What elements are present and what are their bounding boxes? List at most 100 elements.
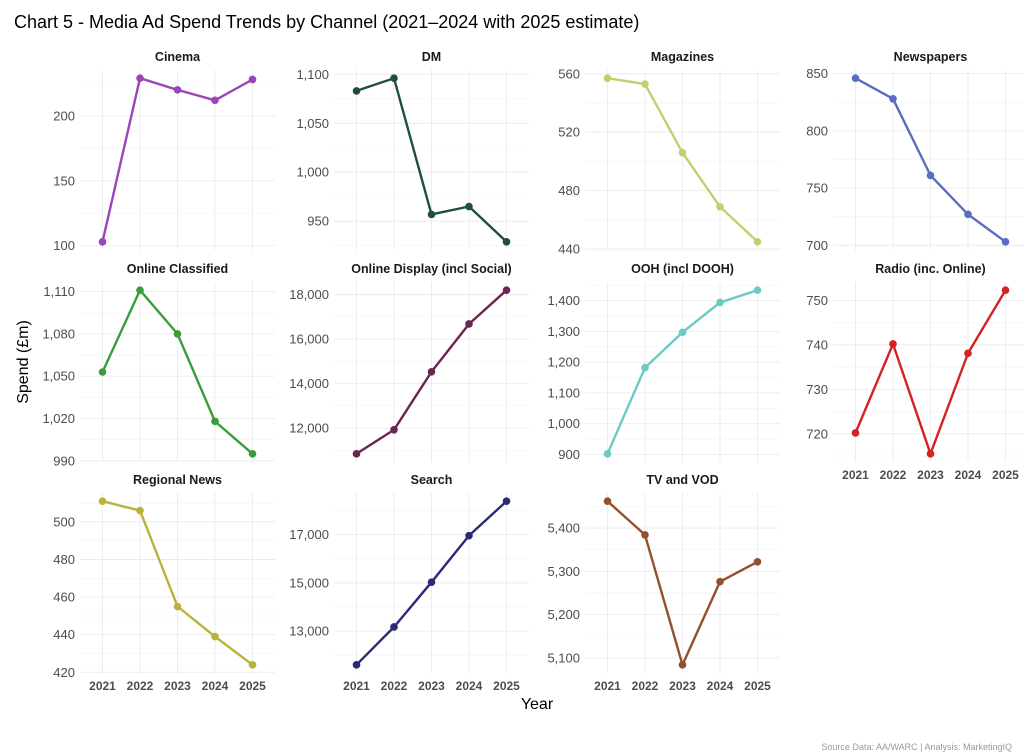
data-point <box>173 330 182 338</box>
data-point <box>753 238 762 246</box>
data-point <box>390 623 398 631</box>
facet-panel: 990 1,020 1,050 1,080 1,110 Online Classified <box>42 262 275 468</box>
y-tick-label: 1,050 <box>296 116 329 131</box>
data-point <box>173 86 182 94</box>
data-point <box>136 506 144 515</box>
y-tick-label: 560 <box>558 66 580 81</box>
data-point <box>211 417 219 426</box>
x-tick-label: 2022 <box>880 468 907 482</box>
data-point <box>98 368 107 376</box>
y-tick-label: 480 <box>558 183 580 198</box>
data-point <box>678 148 687 157</box>
x-tick-label: 2024 <box>202 679 229 693</box>
y-tick-label: 5,200 <box>547 607 580 622</box>
facet-title: Regional News <box>133 473 222 487</box>
caption: Source Data: AA/WARC | Analysis: Marketi… <box>821 742 1012 752</box>
data-point <box>211 632 219 641</box>
data-point <box>98 238 107 246</box>
y-tick-label: 1,400 <box>547 293 580 308</box>
data-point <box>716 577 724 586</box>
data-point <box>716 298 724 307</box>
data-point <box>390 426 398 434</box>
x-axis-title: Year <box>521 696 554 713</box>
y-tick-label: 5,100 <box>547 650 580 665</box>
y-tick-label: 5,300 <box>547 564 580 579</box>
y-tick-label: 1,100 <box>296 67 329 82</box>
facet-panel: 12,000 14,000 16,000 18,000 Online Display (… <box>289 262 529 462</box>
x-tick-label: 2022 <box>381 679 408 693</box>
facet-title: Newspapers <box>894 50 968 64</box>
data-point <box>1001 238 1010 246</box>
data-point <box>248 450 257 458</box>
x-tick-label: 2022 <box>127 679 154 693</box>
facet-panel: 440 480 520 560 Magazines <box>558 50 780 257</box>
y-tick-label: 100 <box>53 238 75 253</box>
data-point <box>851 74 860 82</box>
y-axis-title: Spend (£m) <box>15 320 32 404</box>
data-point <box>678 328 687 337</box>
data-point <box>173 602 182 611</box>
x-tick-label: 2024 <box>456 679 483 693</box>
data-point <box>427 578 436 586</box>
y-tick-label: 440 <box>53 627 75 642</box>
facet-panel: 420 440 460 480 500 Regional News 2021 2022 2023… <box>53 473 275 693</box>
y-tick-label: 750 <box>806 181 828 196</box>
data-point <box>465 202 473 211</box>
data-point <box>427 210 436 219</box>
facet-title: DM <box>422 50 441 64</box>
data-point <box>248 75 257 84</box>
y-tick-label: 500 <box>53 514 75 529</box>
data-point <box>352 661 361 669</box>
x-tick-label: 2021 <box>594 679 621 693</box>
x-tick-label: 2025 <box>239 679 266 693</box>
y-tick-label: 1,050 <box>42 369 75 384</box>
y-tick-label: 5,400 <box>547 521 580 536</box>
x-tick-label: 2023 <box>669 679 696 693</box>
data-point <box>502 238 511 246</box>
data-point <box>98 497 107 505</box>
y-tick-label: 1,200 <box>547 355 580 370</box>
y-tick-label: 720 <box>806 426 828 441</box>
data-point <box>603 497 612 505</box>
y-tick-label: 200 <box>53 108 75 123</box>
y-tick-label: 150 <box>53 173 75 188</box>
x-tick-label: 2022 <box>632 679 659 693</box>
x-tick-label: 2025 <box>992 468 1019 482</box>
x-tick-label: 2023 <box>917 468 944 482</box>
data-point <box>716 202 724 211</box>
y-tick-label: 730 <box>806 382 828 397</box>
data-point <box>678 661 687 669</box>
facet-title: Magazines <box>651 50 714 64</box>
y-tick-label: 420 <box>53 665 75 680</box>
y-tick-label: 750 <box>806 293 828 308</box>
facet-title: Online Classified <box>127 262 228 276</box>
facet-title: Search <box>411 473 453 487</box>
y-tick-label: 12,000 <box>289 421 329 436</box>
y-tick-label: 1,020 <box>42 411 75 426</box>
y-tick-label: 990 <box>53 453 75 468</box>
facet-panel: 100 150 200 Cinema <box>53 50 275 253</box>
data-point <box>502 286 511 294</box>
data-point <box>502 497 511 505</box>
facet-panel: 700 750 800 850 Newspapers <box>806 50 1024 253</box>
y-tick-label: 17,000 <box>289 527 329 542</box>
x-tick-label: 2021 <box>89 679 116 693</box>
data-point <box>964 210 972 219</box>
data-point <box>136 286 144 294</box>
y-tick-label: 850 <box>806 66 828 81</box>
x-tick-label: 2023 <box>418 679 445 693</box>
y-tick-label: 440 <box>558 242 580 257</box>
facet-panel: 13,000 15,000 17,000 Search 2021 2022 2023 2024… <box>289 473 529 693</box>
data-point <box>352 450 361 458</box>
data-point <box>889 340 897 348</box>
x-tick-label: 2021 <box>343 679 370 693</box>
x-tick-label: 2025 <box>744 679 771 693</box>
x-tick-label: 2021 <box>842 468 869 482</box>
data-point <box>248 661 257 669</box>
data-point <box>926 171 935 180</box>
facet-panel: 950 1,000 1,050 1,100 DM <box>296 50 529 250</box>
data-point <box>641 363 649 372</box>
facet-title: Cinema <box>155 50 201 64</box>
data-point <box>603 450 612 458</box>
y-tick-label: 18,000 <box>289 287 329 302</box>
